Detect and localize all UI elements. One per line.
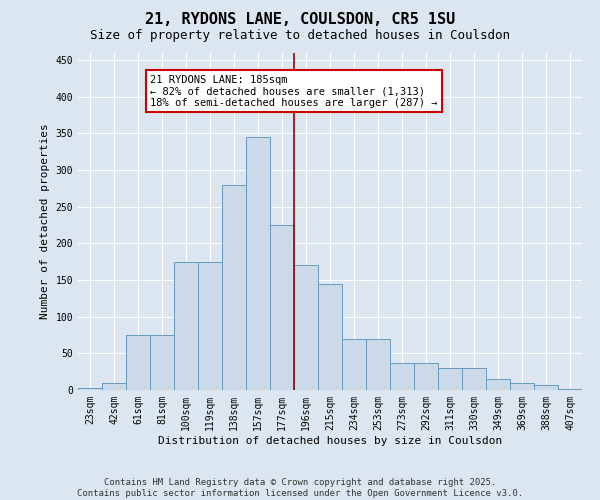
Bar — [246, 137, 270, 390]
Bar — [198, 262, 222, 390]
Bar — [414, 363, 438, 390]
Bar — [534, 385, 558, 390]
Y-axis label: Number of detached properties: Number of detached properties — [40, 124, 50, 319]
X-axis label: Distribution of detached houses by size in Coulsdon: Distribution of detached houses by size … — [158, 436, 502, 446]
Bar — [510, 382, 534, 390]
Text: 21 RYDONS LANE: 185sqm
← 82% of detached houses are smaller (1,313)
18% of semi-: 21 RYDONS LANE: 185sqm ← 82% of detached… — [150, 74, 437, 108]
Bar — [390, 363, 414, 390]
Bar — [270, 225, 294, 390]
Bar — [342, 338, 366, 390]
Bar — [126, 335, 150, 390]
Bar — [102, 382, 126, 390]
Bar — [558, 388, 582, 390]
Text: 21, RYDONS LANE, COULSDON, CR5 1SU: 21, RYDONS LANE, COULSDON, CR5 1SU — [145, 12, 455, 28]
Bar — [294, 266, 318, 390]
Bar — [366, 338, 390, 390]
Bar — [462, 368, 486, 390]
Bar — [486, 379, 510, 390]
Bar — [438, 368, 462, 390]
Text: Contains HM Land Registry data © Crown copyright and database right 2025.
Contai: Contains HM Land Registry data © Crown c… — [77, 478, 523, 498]
Bar — [174, 262, 198, 390]
Bar — [78, 388, 102, 390]
Bar — [150, 335, 174, 390]
Text: Size of property relative to detached houses in Coulsdon: Size of property relative to detached ho… — [90, 29, 510, 42]
Bar — [222, 184, 246, 390]
Bar — [318, 284, 342, 390]
